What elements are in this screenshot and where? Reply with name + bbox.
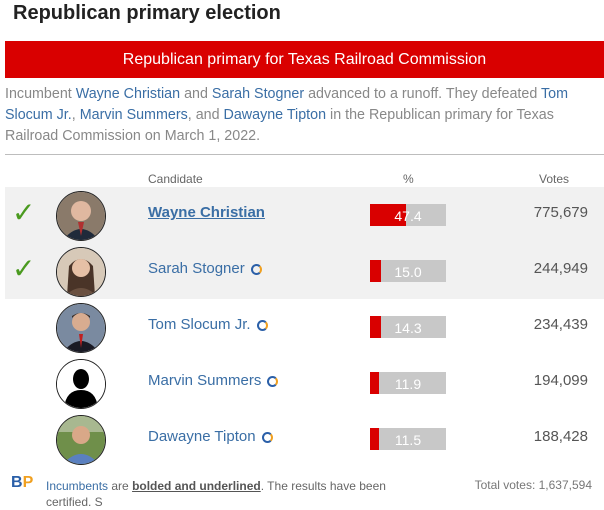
vote-share-fill [370,316,381,338]
race-summary: Incumbent Wayne Christian and Sarah Stog… [5,86,569,144]
page-title: Republican primary election [13,2,281,24]
header-percent: % [403,172,414,186]
candidate-name[interactable]: Dawayne Tipton [148,428,256,445]
candidate-name[interactable]: Marvin Summers [148,372,262,389]
candidate-name-wrapper: Sarah Stogner [148,260,262,277]
avatar [56,191,106,241]
candidate-name-wrapper: Tom Slocum Jr. [148,316,268,333]
avatar [56,303,106,353]
candidate-name[interactable]: Wayne Christian [148,204,265,221]
header-candidate: Candidate [148,172,203,186]
link-dawayne-tipton[interactable]: Dawayne Tipton [223,107,327,123]
candidate-row: ✓ Wayne Christian 47.4 775,679 [5,187,604,243]
checkmark-icon: ✓ [12,197,36,228]
vote-share-fill [370,204,407,226]
avatar [56,359,106,409]
challenger-icon [250,264,262,275]
divider [5,154,604,155]
avatar [56,247,106,297]
vote-count: 234,439 [533,316,588,333]
link-marvin-summers[interactable]: Marvin Summers [79,107,188,123]
vote-count: 775,679 [533,204,588,221]
candidate-name[interactable]: Sarah Stogner [148,260,245,277]
vote-share-bar: 11.5 [370,428,446,450]
checkmark-icon: ✓ [12,253,36,284]
link-sarah-stogner[interactable]: Sarah Stogner [211,86,305,102]
candidate-name-wrapper: Dawayne Tipton [148,428,273,445]
vote-share-bar: 15.0 [370,260,446,282]
candidate-row: Tom Slocum Jr. 14.3 234,439 [5,299,604,355]
vote-share-fill [370,260,382,282]
candidate-row: Dawayne Tipton 11.5 188,428 [5,411,604,467]
challenger-icon [267,376,279,387]
race-banner: Republican primary for Texas Railroad Co… [5,41,604,78]
vote-share-bar: 47.4 [370,204,446,226]
vote-percent: 15.0 [394,264,422,280]
footer-note: Incumbents are bolded and underlined. Th… [46,479,386,509]
vote-share-bar: 11.9 [370,372,446,394]
total-votes: Total votes: 1,637,594 [474,478,592,492]
vote-share-fill [370,428,379,450]
link-tom-slocum[interactable]: Tom Slocum Jr. [5,86,569,123]
vote-percent: 11.5 [394,432,422,448]
incumbents-link[interactable]: Incumbents [46,479,109,493]
candidate-row: ✓ Sarah Stogner 15.0 244,949 [5,243,604,299]
vote-percent: 47.4 [394,208,422,224]
link-wayne-christian[interactable]: Wayne Christian [75,86,181,102]
candidate-name[interactable]: Tom Slocum Jr. [148,316,251,333]
results-footer: BP Incumbents are bolded and underlined.… [0,472,604,509]
candidate-name-wrapper: Marvin Summers [148,372,279,389]
candidate-row: Marvin Summers 11.9 194,099 [5,355,604,411]
vote-share-bar: 14.3 [370,316,446,338]
challenger-icon [256,320,268,331]
vote-percent: 11.9 [394,376,422,392]
vote-percent: 14.3 [394,320,422,336]
avatar [56,415,106,465]
challenger-icon [261,432,273,443]
vote-count: 244,949 [533,260,588,277]
ballotpedia-logo: BP [11,474,34,491]
vote-count: 194,099 [533,372,588,389]
vote-count: 188,428 [533,428,588,445]
header-votes: Votes [539,172,570,186]
vote-share-fill [370,372,380,394]
